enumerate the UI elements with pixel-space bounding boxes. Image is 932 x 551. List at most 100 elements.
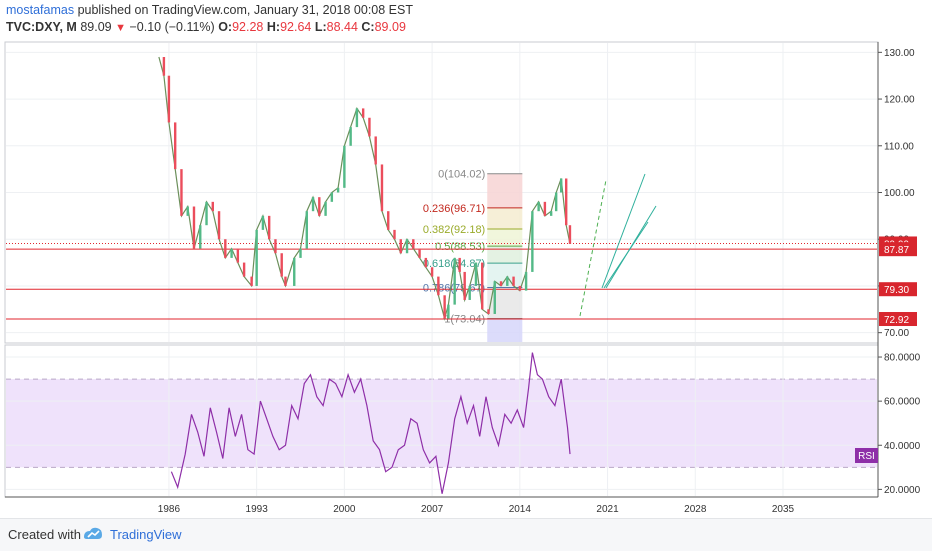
price-candle bbox=[293, 257, 296, 286]
x-tick-label: 1993 bbox=[246, 504, 269, 515]
price-candle bbox=[447, 304, 450, 319]
price-candle bbox=[186, 206, 189, 216]
fib-band-extension bbox=[487, 318, 523, 342]
rsi-series-line[interactable] bbox=[170, 352, 571, 494]
price-candle bbox=[255, 229, 258, 286]
price-candle bbox=[418, 248, 421, 258]
price-change: −0.10 (−0.11%) bbox=[129, 20, 215, 34]
fib-band bbox=[487, 207, 523, 230]
rsi-band bbox=[6, 379, 877, 468]
fib-level-label: 0(104.02) bbox=[438, 169, 485, 181]
created-with-text: Created with bbox=[8, 527, 81, 542]
x-tick-label: 2028 bbox=[684, 504, 707, 515]
fib-band bbox=[487, 263, 523, 288]
rsi-legend-label: RSI bbox=[858, 451, 875, 462]
price-candle bbox=[343, 145, 346, 188]
last-price: 89.09 bbox=[80, 20, 112, 34]
low-label: L: bbox=[314, 20, 327, 34]
fib-level-label: 0.382(92.18) bbox=[423, 224, 485, 236]
level-badge-box bbox=[879, 242, 917, 257]
rsi-tick-label: 20.0000 bbox=[884, 485, 921, 496]
price-candle bbox=[549, 211, 553, 216]
price-candle bbox=[468, 285, 471, 300]
chart-header: mostafamas published on TradingView.com,… bbox=[6, 2, 926, 36]
price-candle bbox=[568, 225, 572, 244]
rsi-legend-box bbox=[855, 448, 878, 463]
price-tick-label: 70.00 bbox=[884, 328, 909, 339]
price-candle bbox=[199, 225, 202, 249]
price-candle bbox=[299, 248, 302, 258]
price-chart[interactable]: 0(104.02) 0.236(96.71) 0.382(92.18) 0.5(88.… bbox=[0, 0, 932, 518]
low-value: 88.44 bbox=[326, 20, 358, 34]
x-tick-label: 2007 bbox=[421, 504, 444, 515]
x-tick-label: 1986 bbox=[158, 504, 181, 515]
price-candle bbox=[443, 295, 446, 319]
author-link[interactable]: mostafamas bbox=[6, 3, 75, 17]
price-candle bbox=[180, 169, 183, 216]
price-candle bbox=[387, 211, 390, 230]
price-candle bbox=[211, 201, 214, 212]
price-candle bbox=[481, 262, 484, 310]
high-value: 92.64 bbox=[280, 20, 312, 34]
price-candle bbox=[205, 201, 208, 226]
price-candle bbox=[324, 201, 327, 216]
price-candle bbox=[192, 206, 196, 249]
price-candle bbox=[274, 239, 277, 254]
price-candle bbox=[261, 215, 265, 230]
price-candle bbox=[173, 122, 177, 170]
x-tick-label: 2000 bbox=[333, 504, 356, 515]
price-candle bbox=[543, 201, 547, 216]
price-candle bbox=[564, 178, 568, 226]
price-candle bbox=[349, 127, 352, 146]
fib-level-label: 0.236(96.71) bbox=[423, 203, 485, 215]
price-candle bbox=[162, 57, 166, 76]
close-label: C: bbox=[361, 20, 375, 34]
price-candle bbox=[458, 257, 461, 272]
publish-line: mostafamas published on TradingView.com,… bbox=[6, 2, 926, 19]
open-label: O: bbox=[218, 20, 233, 34]
tradingview-logo-icon[interactable] bbox=[82, 525, 104, 548]
price-candle bbox=[463, 271, 466, 300]
high-label: H: bbox=[266, 20, 281, 34]
level-badge: 87.87 bbox=[884, 245, 909, 256]
price-candle bbox=[531, 211, 534, 272]
price-candle bbox=[305, 211, 308, 249]
trendline-3[interactable] bbox=[605, 205, 657, 289]
price-candle bbox=[284, 276, 287, 286]
level-badge: 72.92 bbox=[884, 315, 909, 326]
price-candle bbox=[393, 229, 396, 240]
x-tick-label: 2014 bbox=[509, 504, 532, 515]
fib-band bbox=[487, 246, 523, 264]
rsi-legend[interactable]: RSI bbox=[855, 448, 878, 463]
level-badge-box bbox=[879, 312, 917, 327]
fib-level-label: 0.5(88.53) bbox=[435, 241, 485, 253]
price-candle bbox=[399, 239, 402, 254]
price-candle bbox=[280, 253, 283, 277]
tradingview-brand-link[interactable]: TradingView bbox=[110, 527, 182, 542]
price-candle bbox=[424, 257, 428, 268]
trendline-1[interactable] bbox=[601, 173, 646, 289]
price-candle bbox=[380, 164, 384, 212]
price-candle bbox=[355, 108, 359, 128]
level-badge: 79.30 bbox=[884, 285, 909, 296]
price-candle bbox=[499, 281, 503, 286]
price-candle bbox=[506, 276, 509, 286]
price-candle bbox=[524, 271, 528, 291]
symbol-label[interactable]: TVC:DXY, M bbox=[6, 20, 77, 34]
fib-band bbox=[487, 229, 523, 247]
close-value: 89.09 bbox=[374, 20, 406, 34]
price-tick-label: 110.00 bbox=[884, 141, 914, 152]
open-value: 92.28 bbox=[232, 20, 264, 34]
price-candle bbox=[167, 75, 171, 123]
price-candle bbox=[374, 136, 377, 165]
price-candle bbox=[224, 239, 227, 258]
fib-trend-dashed[interactable] bbox=[579, 179, 607, 317]
price-candle bbox=[330, 192, 334, 202]
price-candle bbox=[554, 192, 558, 212]
price-tick-label: 130.00 bbox=[884, 48, 915, 59]
footer: Created with TradingView bbox=[0, 518, 932, 551]
price-candle bbox=[230, 248, 233, 258]
price-candle bbox=[267, 215, 271, 240]
price-candle bbox=[336, 187, 340, 193]
price-candle bbox=[250, 276, 253, 286]
